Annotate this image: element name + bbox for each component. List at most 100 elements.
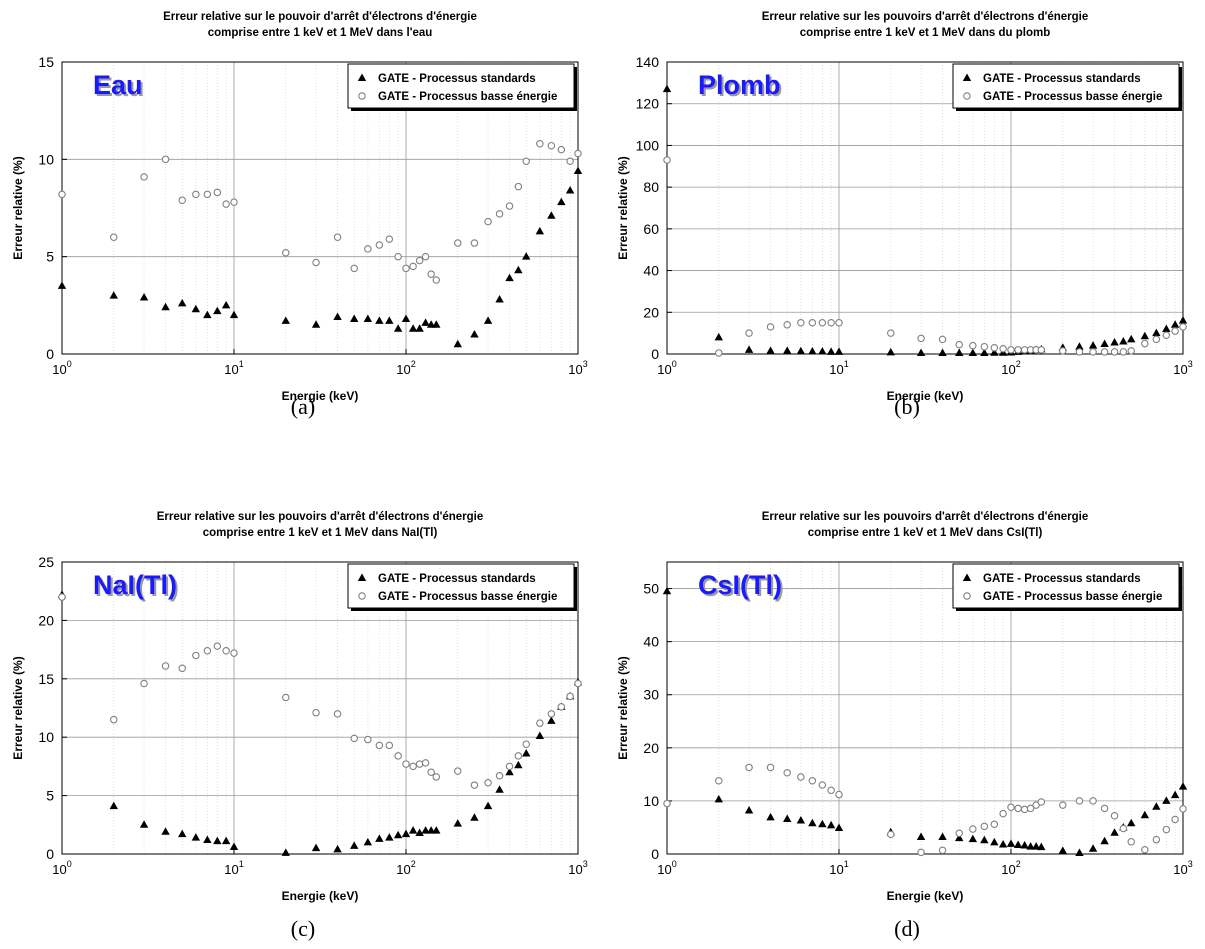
x-tick-label: 100: [657, 359, 676, 377]
circle-point: [375, 241, 384, 249]
y-tick-label: 5: [46, 249, 54, 265]
circle-point: [161, 662, 170, 670]
circle-point: [421, 252, 430, 261]
circle-point: [375, 741, 384, 750]
triangle-point: [161, 827, 170, 835]
circle-point: [385, 741, 394, 750]
triangle-point: [826, 347, 836, 355]
triangle-point: [1013, 840, 1023, 848]
triangle-point: [1006, 839, 1016, 847]
triangle-point: [522, 749, 531, 757]
triangle-point: [938, 348, 947, 356]
circle-point: [980, 342, 989, 351]
triangle-point: [221, 836, 231, 845]
x-tick-label: 100: [52, 859, 71, 877]
x-axis-label: Energie (keV): [887, 889, 964, 903]
triangle-point: [968, 348, 978, 356]
triangle-point: [505, 273, 514, 282]
circle-point: [955, 340, 963, 349]
series-points: [663, 156, 1187, 357]
triangle-point: [1037, 842, 1046, 851]
circle-point: [484, 779, 492, 787]
circle-point: [999, 345, 1007, 353]
triangle-point: [109, 801, 118, 810]
circle-point: [783, 769, 791, 777]
legend-label: GATE - Processus basse énergie: [983, 591, 1162, 603]
triangle-point: [408, 324, 418, 332]
circle-point: [797, 318, 805, 327]
circle-point: [827, 318, 835, 327]
circle-point: [835, 790, 843, 799]
circle-point: [385, 235, 394, 243]
triangle-point: [535, 731, 545, 740]
y-axis-label: Erreur relative (%): [11, 656, 25, 759]
triangle-point: [1162, 324, 1171, 332]
triangle-point: [834, 347, 844, 355]
legend: GATE - Processus standards GATE - Process…: [952, 563, 1182, 611]
circle-point: [557, 703, 566, 711]
material-label-shadow: CsI(Tl): [700, 572, 784, 602]
material-label-shadow: Plomb: [700, 72, 783, 102]
triangle-point: [139, 293, 149, 301]
triangle-point: [1088, 844, 1098, 852]
triangle-point: [1075, 848, 1084, 856]
triangle-point: [1110, 828, 1119, 836]
circle-point: [427, 768, 435, 776]
circle-point: [783, 321, 791, 329]
circle-point: [1020, 805, 1029, 814]
circle-point: [364, 735, 372, 744]
y-tick-label: 20: [643, 304, 659, 320]
x-axis: 100 101 102 103: [52, 849, 588, 877]
circle-point: [1026, 804, 1035, 813]
material-label: CsI(Tl): [698, 570, 782, 600]
triangle-point: [385, 316, 394, 324]
circle-point: [394, 752, 402, 760]
circle-point: [1141, 339, 1149, 348]
triangle-point: [547, 716, 556, 724]
circle-point: [110, 233, 118, 241]
circle-point: [58, 593, 66, 601]
x-tick-label: 100: [52, 359, 71, 377]
y-axis: 0 20 40 60 80 100 120 140: [636, 54, 672, 362]
circle-point: [333, 710, 342, 718]
y-tick-label: 10: [38, 729, 54, 745]
circle-point: [1100, 348, 1109, 356]
legend-triangle-marker: [357, 73, 367, 81]
circle-point: [1179, 805, 1187, 813]
circle-point: [1110, 348, 1119, 356]
plot-frame: [61, 61, 579, 355]
y-tick-label: 15: [38, 671, 54, 687]
triangle-point: [281, 848, 290, 856]
triangle-point: [1170, 790, 1180, 799]
circle-point: [715, 776, 723, 785]
legend-box: [347, 563, 575, 609]
triangle-point: [408, 826, 418, 834]
chart-title-line: comprise entre 1 keV et 1 MeV dans NaI(T…: [203, 527, 438, 539]
x-axis: 100 101 102 103: [52, 349, 588, 377]
circle-point: [1075, 797, 1084, 805]
triangle-point: [221, 300, 231, 309]
circle-point: [421, 759, 430, 767]
plot-frame: [61, 561, 579, 855]
circle-point: [495, 210, 504, 218]
caption-a: (a): [290, 394, 316, 419]
triangle-point: [393, 324, 403, 332]
circle-point: [808, 318, 817, 327]
series-points: [57, 166, 583, 348]
circle-point: [110, 715, 118, 724]
circle-point: [203, 190, 212, 199]
circle-point: [1162, 825, 1171, 834]
triangle-point: [808, 818, 817, 827]
circle-point: [1119, 348, 1128, 356]
circle-point: [835, 318, 843, 327]
circle-point: [547, 141, 556, 150]
triangle-point: [229, 310, 239, 319]
triangle-point: [203, 835, 212, 843]
triangle-point: [483, 801, 493, 810]
circle-point: [484, 217, 492, 226]
series-points: [662, 84, 1188, 356]
chart-d: Erreur relative sur les pouvoirs d'arrêt…: [616, 511, 1193, 903]
y-tick-label: 10: [643, 793, 659, 809]
triangle-point: [178, 298, 187, 307]
triangle-point: [1119, 336, 1128, 345]
